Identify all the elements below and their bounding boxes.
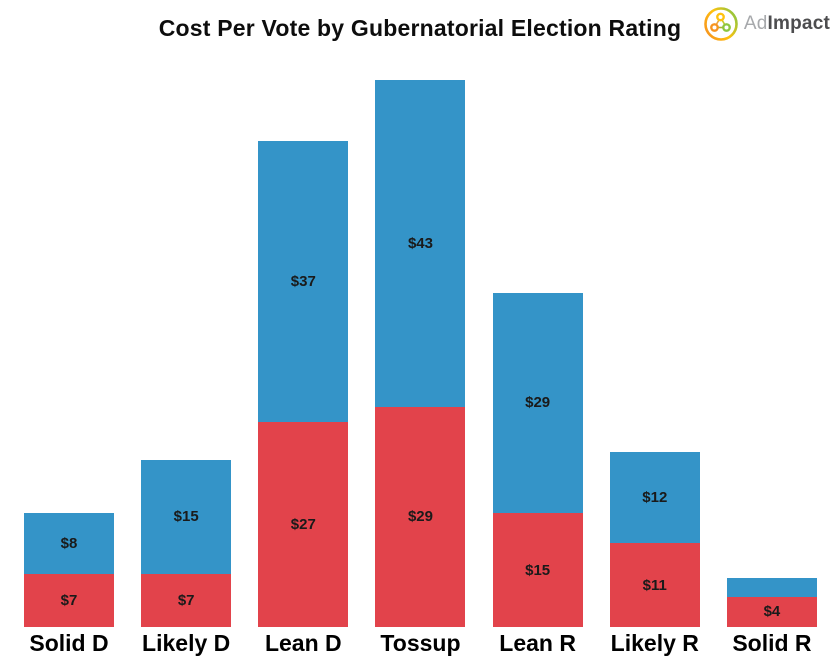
lean-d-top-blue-segment-value-label: $37	[290, 272, 316, 290]
bar-column-lean-d: $37 $27 Lean D	[258, 140, 349, 656]
category-label-solid-d: Solid D	[29, 630, 109, 656]
likely-d-bottom-red-segment-value-label: $7	[177, 591, 195, 609]
lean-d-bottom-red-segment-value-label: $27	[290, 515, 316, 533]
solid-r-bottom-red-segment: $4	[726, 596, 817, 627]
lean-d-top-blue-segment: $37	[258, 140, 349, 422]
likely-d-top-blue-segment: $15	[141, 459, 232, 574]
category-label-lean-r: Lean R	[499, 630, 576, 656]
tossup-top-blue-segment-value-label: $43	[407, 234, 433, 252]
category-label-tossup: Tossup	[380, 630, 461, 656]
lean-r-bottom-red-segment: $15	[492, 513, 583, 627]
category-label-solid-r: Solid R	[732, 630, 812, 656]
likely-r-top-blue-segment: $12	[609, 452, 700, 544]
adimpact-logo-text-light: Ad	[743, 13, 768, 34]
adimpact-logo-icon	[703, 6, 739, 42]
likely-d-bottom-red-segment: $7	[141, 573, 232, 627]
adimpact-logo-text: AdImpact	[744, 13, 830, 35]
lean-r-bottom-red-segment-value-label: $15	[525, 561, 551, 579]
tossup-top-blue-segment: $43	[375, 80, 466, 407]
bar-column-solid-r: $4 Solid R	[726, 577, 817, 656]
category-label-likely-r: Likely R	[610, 630, 699, 656]
adimpact-logo: AdImpact	[703, 6, 830, 42]
solid-d-top-blue-segment: $8	[24, 513, 114, 574]
likely-r-bottom-red-segment-value-label: $11	[642, 576, 667, 594]
category-label-likely-d: Likely D	[142, 630, 231, 656]
solid-r-top-blue-segment	[726, 577, 817, 597]
solid-d-bottom-red-segment-value-label: $7	[60, 591, 78, 609]
bar-column-likely-r: $12 $11 Likely R	[609, 452, 700, 656]
plot-area: $8 $7 Solid D $15 $7 Likely D $37 $27 Lean D $43 $…	[24, 80, 817, 656]
chart-title: Cost Per Vote by Gubernatorial Election …	[158, 15, 682, 41]
tossup-bottom-red-segment: $29	[375, 406, 466, 627]
solid-r-bottom-red-segment-value-label: $4	[763, 603, 781, 621]
category-label-lean-d: Lean D	[264, 630, 342, 656]
solid-d-bottom-red-segment: $7	[24, 573, 114, 627]
solid-d-top-blue-segment-value-label: $8	[60, 534, 78, 552]
bar-column-likely-d: $15 $7 Likely D	[141, 459, 232, 656]
likely-r-top-blue-segment-value-label: $12	[642, 489, 668, 507]
lean-r-top-blue-segment: $29	[492, 292, 583, 514]
lean-r-top-blue-segment-value-label: $29	[525, 394, 551, 412]
bar-column-tossup: $43 $29 Tossup	[375, 80, 466, 656]
adimpact-logo-text-bold: Impact	[767, 13, 830, 34]
likely-r-bottom-red-segment: $11	[609, 543, 700, 627]
tossup-bottom-red-segment-value-label: $29	[407, 508, 433, 526]
bar-column-solid-d: $8 $7 Solid D	[24, 513, 114, 656]
lean-d-bottom-red-segment: $27	[258, 421, 349, 627]
bar-column-lean-r: $29 $15 Lean R	[492, 292, 583, 656]
likely-d-top-blue-segment-value-label: $15	[173, 508, 199, 526]
